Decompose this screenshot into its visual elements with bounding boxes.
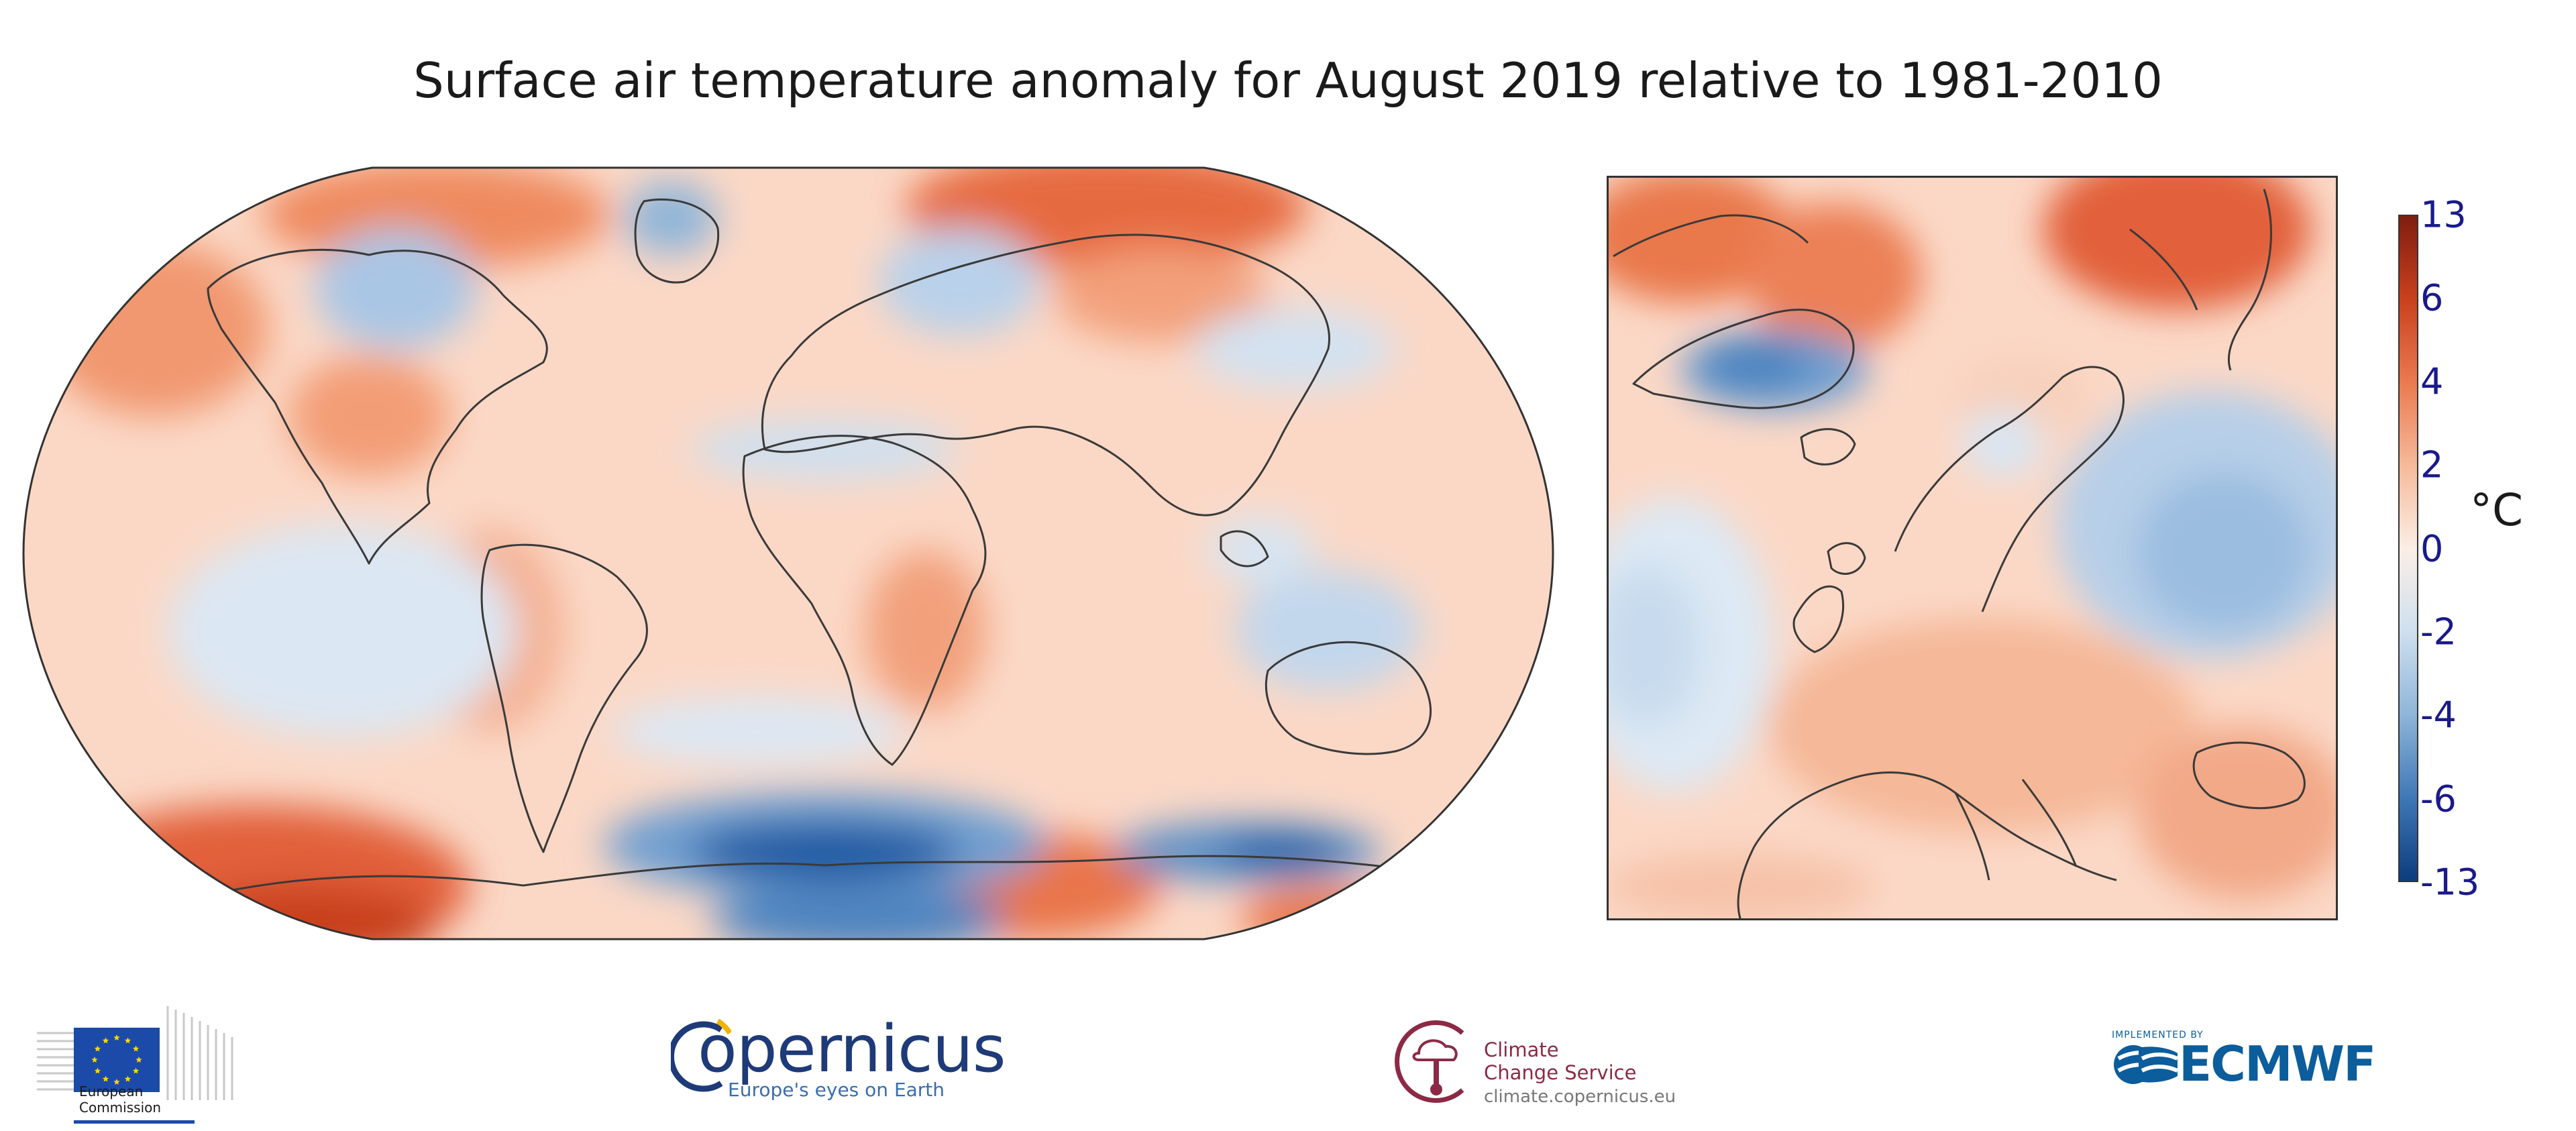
eu-star-icon xyxy=(132,1045,140,1052)
eu-star-icon xyxy=(102,1037,109,1044)
ec-line2: Commission xyxy=(79,1099,162,1116)
ecmwf-implemented-by: IMPLEMENTED BY xyxy=(2112,1030,2204,1040)
ecmwf-wordmark: ECMWF xyxy=(2179,1036,2376,1092)
colorbar-unit-label: °C xyxy=(2470,484,2524,536)
eu-star-icon xyxy=(113,1079,120,1085)
c3s-thermometer-icon xyxy=(1395,1020,1464,1103)
eu-star-icon xyxy=(102,1075,109,1082)
eu-stars-icon xyxy=(91,1034,142,1085)
colorbar-tick-label: 6 xyxy=(2420,276,2444,319)
ecmwf-waves-icon xyxy=(2114,1045,2179,1084)
ec-line1: European xyxy=(79,1083,144,1099)
c3s-line1: Climate xyxy=(1484,1038,1559,1061)
c3s-url: climate.copernicus.eu xyxy=(1484,1087,1676,1107)
copernicus-c-icon xyxy=(671,1018,731,1092)
eu-star-icon xyxy=(113,1034,120,1041)
colorbar-tick-label: 0 xyxy=(2420,527,2444,570)
european-commission-logo xyxy=(37,1006,233,1124)
eu-star-icon xyxy=(124,1075,131,1082)
global-anomaly-map xyxy=(22,166,1554,940)
copernicus-wordmark: opernicus xyxy=(698,1012,1006,1087)
eu-star-icon xyxy=(132,1067,140,1074)
eu-star-icon xyxy=(94,1045,101,1052)
colorbar-tick-label: -2 xyxy=(2420,610,2457,653)
europe-anomaly-map xyxy=(1607,176,2338,920)
copernicus-tagline: Europe's eyes on Earth xyxy=(728,1079,945,1101)
colorbar-tick-label: 4 xyxy=(2420,360,2444,403)
eu-star-icon xyxy=(136,1057,142,1063)
colorbar-tick-label: 13 xyxy=(2420,193,2467,236)
c3s-line2: Change Service xyxy=(1484,1061,1637,1084)
eu-star-icon xyxy=(91,1057,98,1063)
eu-star-icon xyxy=(94,1067,101,1074)
eu-star-icon xyxy=(124,1037,131,1044)
european-commission-label: European Commission xyxy=(79,1083,161,1116)
colorbar-tick-label: -13 xyxy=(2420,861,2480,904)
c3s-name: Climate Change Service xyxy=(1484,1038,1685,1084)
colorbar-tick-label: -4 xyxy=(2420,694,2457,737)
colorbar-tick-label: -6 xyxy=(2420,777,2457,820)
colorbar-tick-label: 2 xyxy=(2420,443,2444,486)
colorbar xyxy=(2398,215,2418,882)
map-title: Surface air temperature anomaly for Augu… xyxy=(413,52,2163,109)
